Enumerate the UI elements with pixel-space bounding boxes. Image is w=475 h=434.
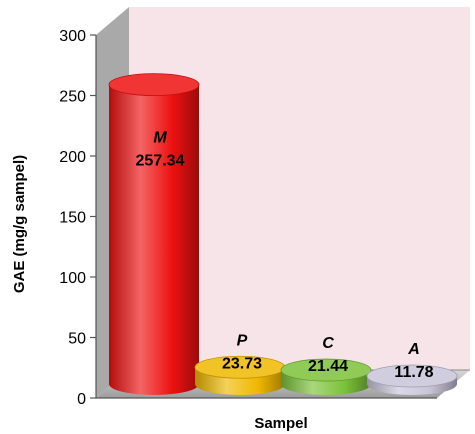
bar-top-A bbox=[366, 364, 458, 388]
bar-category-label-A: A bbox=[407, 341, 420, 358]
y-tick-label: 50 bbox=[68, 331, 86, 348]
bar-top-C bbox=[280, 358, 372, 382]
bar-top-M bbox=[108, 73, 200, 97]
bar-value-label-A: 11.78 bbox=[394, 364, 433, 381]
back-wall bbox=[129, 7, 470, 370]
x-axis-title: Sampel bbox=[254, 415, 307, 432]
y-tick-label: 200 bbox=[59, 149, 86, 166]
bar-category-label-C: C bbox=[322, 335, 334, 352]
y-axis-title: GAE (mg/g sampel) bbox=[11, 155, 28, 293]
bar-C bbox=[280, 358, 372, 395]
y-tick-label: 300 bbox=[59, 28, 86, 45]
bar-A bbox=[366, 364, 458, 395]
bar-category-label-P: P bbox=[237, 332, 248, 349]
bar-value-label-C: 21.44 bbox=[308, 358, 348, 375]
y-tick-label: 250 bbox=[59, 89, 86, 106]
bar-value-label-P: 23.73 bbox=[222, 355, 262, 372]
bar-M bbox=[108, 73, 200, 395]
bar-P bbox=[194, 355, 286, 395]
bar-body-M bbox=[109, 84, 199, 395]
y-tick-label: 0 bbox=[77, 391, 86, 408]
y-tick-label: 100 bbox=[59, 270, 86, 287]
bar-value-label-M: 257.34 bbox=[136, 153, 185, 170]
y-tick-label: 150 bbox=[59, 210, 86, 227]
bar-category-label-M: M bbox=[153, 130, 167, 147]
